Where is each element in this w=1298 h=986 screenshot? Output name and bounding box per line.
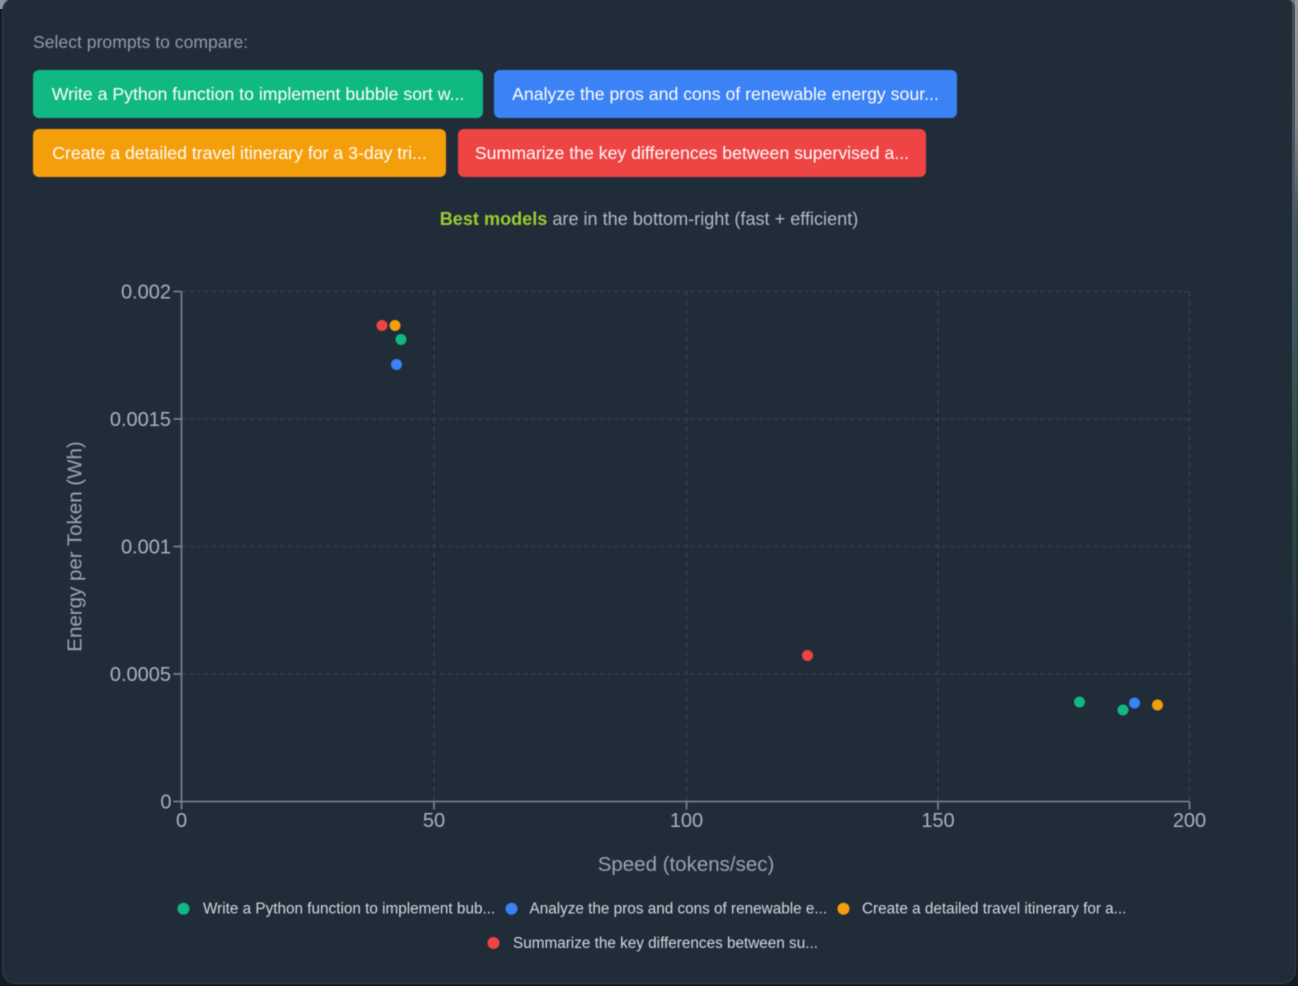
svg-text:0.0005: 0.0005 — [110, 664, 171, 686]
svg-text:0.001: 0.001 — [121, 537, 171, 559]
svg-text:Analyze the pros and cons of r: Analyze the pros and cons of renewable e… — [530, 901, 828, 918]
svg-text:100: 100 — [670, 810, 703, 832]
svg-text:200: 200 — [1173, 810, 1206, 832]
svg-text:Create a detailed travel itine: Create a detailed travel itinerary for a… — [862, 901, 1126, 918]
svg-text:Summarize the key differences: Summarize the key differences between su… — [513, 935, 818, 952]
svg-text:150: 150 — [921, 810, 954, 832]
svg-text:Write a Python function to imp: Write a Python function to implement bub… — [203, 901, 495, 918]
svg-text:Energy per Token (Wh): Energy per Token (Wh) — [64, 441, 87, 651]
svg-text:0: 0 — [176, 810, 187, 832]
svg-text:0.002: 0.002 — [121, 282, 171, 304]
svg-text:0.0015: 0.0015 — [110, 409, 171, 431]
svg-text:50: 50 — [423, 810, 445, 832]
svg-text:0: 0 — [160, 792, 171, 814]
svg-text:Speed (tokens/sec): Speed (tokens/sec) — [598, 853, 775, 876]
